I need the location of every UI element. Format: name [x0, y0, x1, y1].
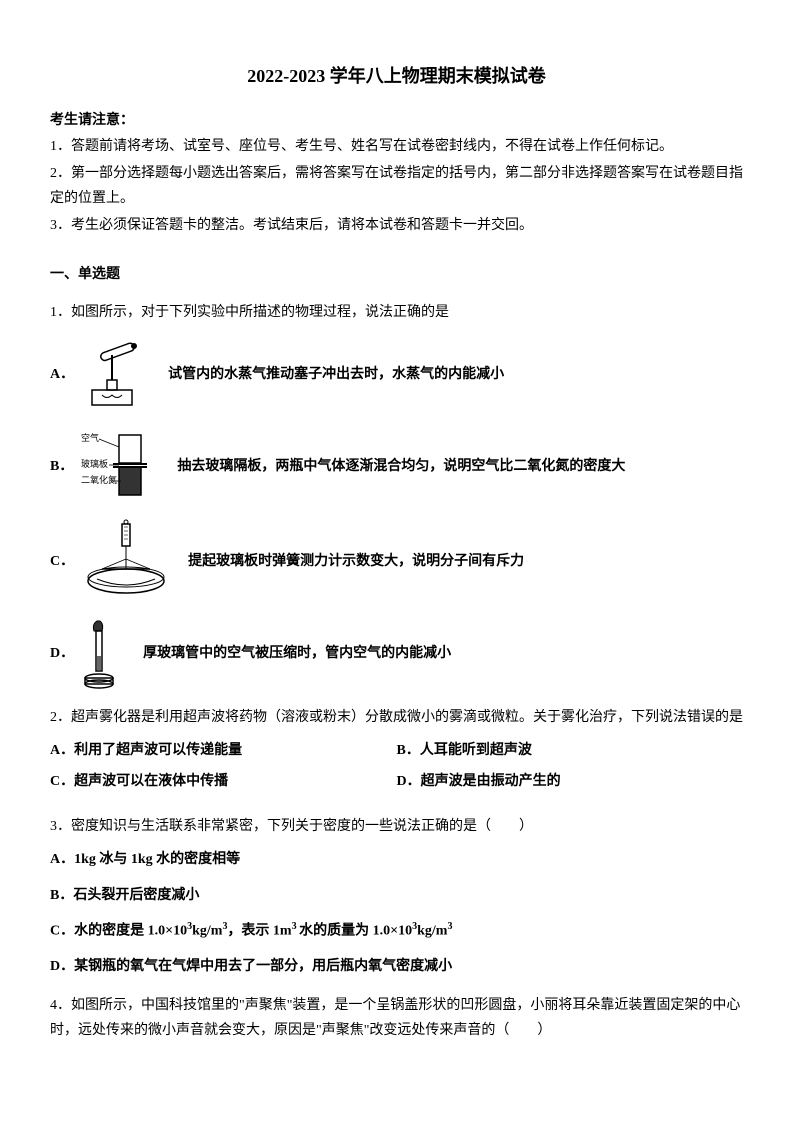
- q1-a-label: A．: [50, 362, 74, 387]
- q3-stem: 3．密度知识与生活联系非常紧密，下列关于密度的一些说法正确的是（ ）: [50, 814, 743, 839]
- notice-section: 考生请注意： 1．答题前请将考场、试室号、座位号、考生号、姓名写在试卷密封线内，…: [50, 108, 743, 238]
- svg-text:二氧化氮: 二氧化氮: [81, 474, 117, 485]
- notice-item-3: 3．考生必须保证答题卡的整洁。考试结束后，请将本试卷和答题卡一并交回。: [50, 213, 743, 238]
- q1-b-image-icon: 空气 玻璃板 二氧化氮: [81, 427, 161, 507]
- notice-item-1: 1．答题前请将考场、试室号、座位号、考生号、姓名写在试卷密封线内，不得在试卷上作…: [50, 134, 743, 159]
- svg-text:空气: 空气: [81, 432, 99, 443]
- q2-options: A．利用了超声波可以传递能量 B．人耳能听到超声波 C．超声波可以在液体中传播 …: [50, 738, 743, 800]
- q2-option-d: D．超声波是由振动产生的: [397, 769, 744, 794]
- q2-option-b: B．人耳能听到超声波: [397, 738, 744, 763]
- exam-title: 2022-2023 学年八上物理期末模拟试卷: [50, 60, 743, 92]
- q2-option-a: A．利用了超声波可以传递能量: [50, 738, 397, 763]
- section-1-header: 一、单选题: [50, 262, 743, 287]
- question-1: 1．如图所示，对于下列实验中所描述的物理过程，说法正确的是 A． 试管内的水蒸气…: [50, 300, 743, 691]
- q2-stem: 2．超声雾化器是利用超声波将药物（溶液或粉末）分散成微小的雾滴或微粒。关于雾化治…: [50, 705, 743, 730]
- q4-stem: 4．如图所示，中国科技馆里的"声聚焦"装置，是一个呈锅盖形状的凹形圆盘，小丽将耳…: [50, 993, 743, 1043]
- q1-option-c: C． 提起玻璃板时弹簧测力计示数变大，说明分子间有斥力: [50, 519, 743, 604]
- q1-option-a: A． 试管内的水蒸气推动塞子冲出去时，水蒸气的内能减小: [50, 335, 743, 415]
- q1-option-d: D． 厚玻璃管中的空气被压缩时，管内空气的内能减小: [50, 616, 743, 691]
- svg-text:玻璃板: 玻璃板: [81, 458, 108, 469]
- q3-option-c: C．水的密度是 1.0×103kg/m3，表示 1m3 水的质量为 1.0×10…: [50, 918, 743, 944]
- notice-header: 考生请注意：: [50, 108, 743, 133]
- question-2: 2．超声雾化器是利用超声波将药物（溶液或粉末）分散成微小的雾滴或微粒。关于雾化治…: [50, 705, 743, 801]
- q1-a-image-icon: [82, 340, 152, 410]
- q1-c-image-icon: [82, 519, 172, 604]
- q1-d-image-icon: [82, 616, 127, 691]
- q1-c-label: C．: [50, 549, 74, 574]
- notice-item-2: 2．第一部分选择题每小题选出答案后，需将答案写在试卷指定的括号内，第二部分非选择…: [50, 161, 743, 211]
- q1-option-b: B． 空气 玻璃板 二氧化氮 抽去玻璃隔板，两瓶中气体逐渐混合均匀，说明空气比二…: [50, 427, 743, 507]
- q3-option-d: D．某钢瓶的氧气在气焊中用去了一部分，用后瓶内氧气密度减小: [50, 954, 743, 979]
- q3-option-a: A．1kg 冰与 1kg 水的密度相等: [50, 847, 743, 872]
- q1-a-text: 试管内的水蒸气推动塞子冲出去时，水蒸气的内能减小: [168, 362, 504, 387]
- q1-b-text: 抽去玻璃隔板，两瓶中气体逐渐混合均匀，说明空气比二氧化氮的密度大: [177, 454, 625, 479]
- q1-d-text: 厚玻璃管中的空气被压缩时，管内空气的内能减小: [143, 641, 451, 666]
- question-4: 4．如图所示，中国科技馆里的"声聚焦"装置，是一个呈锅盖形状的凹形圆盘，小丽将耳…: [50, 993, 743, 1043]
- q1-d-label: D．: [50, 641, 74, 666]
- question-3: 3．密度知识与生活联系非常紧密，下列关于密度的一些说法正确的是（ ） A．1kg…: [50, 814, 743, 979]
- q1-b-label: B．: [50, 454, 73, 479]
- q1-c-text: 提起玻璃板时弹簧测力计示数变大，说明分子间有斥力: [188, 549, 524, 574]
- q3-option-b: B．石头裂开后密度减小: [50, 883, 743, 908]
- q1-stem: 1．如图所示，对于下列实验中所描述的物理过程，说法正确的是: [50, 300, 743, 325]
- q2-option-c: C．超声波可以在液体中传播: [50, 769, 397, 794]
